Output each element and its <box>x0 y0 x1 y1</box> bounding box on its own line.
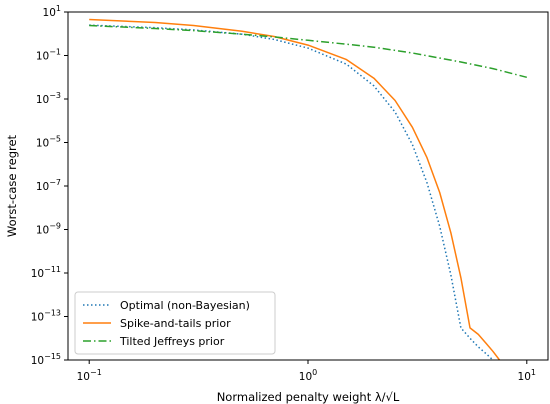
legend-label-1: Optimal (non-Bayesian) <box>120 299 250 312</box>
y-tick-label-1: 101 <box>43 4 61 19</box>
legend: Optimal (non-Bayesian) Spike-and-tails pr… <box>74 291 276 355</box>
series-line-2 <box>89 18 501 360</box>
series-line-3 <box>89 24 527 79</box>
legend-label-3: Tilted Jeffreys prior <box>119 335 225 348</box>
y-tick-label-5: 10−7 <box>36 178 61 193</box>
x-axis-label: Normalized penalty weight λ/√L <box>217 390 400 404</box>
y-tick-label-4: 10−5 <box>36 135 61 150</box>
x-tick-label-2: 100 <box>299 368 317 383</box>
y-tick-label-3: 10−3 <box>36 91 61 106</box>
y-tick-label-7: 10−11 <box>31 265 61 280</box>
x-tick-label-3: 101 <box>518 368 536 383</box>
y-tick-label-9: 10−15 <box>31 352 61 367</box>
y-tick-label-8: 10−13 <box>31 309 61 324</box>
x-tick-label-1: 10−1 <box>77 368 102 383</box>
y-tick-label-6: 10−9 <box>36 222 61 237</box>
legend-frame <box>74 291 276 355</box>
y-tick-label-2: 10−1 <box>36 48 61 63</box>
y-axis-label: Worst-case regret <box>5 134 19 237</box>
ticks-layer: 10−1 100 101 101 10−1 10−3 10−5 10−7 10−9 10−11 10… <box>31 4 536 383</box>
legend-label-2: Spike-and-tails prior <box>120 317 231 330</box>
marks-layer <box>89 18 527 360</box>
